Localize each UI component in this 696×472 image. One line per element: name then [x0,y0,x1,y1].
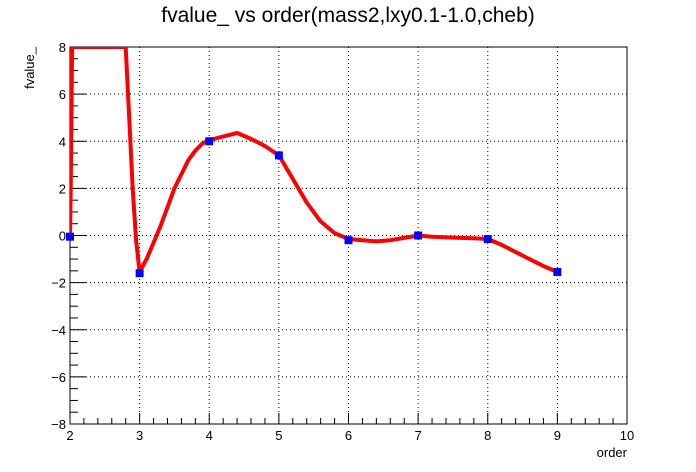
data-point-marker [483,235,492,244]
x-tick-labels: 2 3 4 5 6 7 8 9 10 [66,428,634,443]
x-tick-label: 4 [206,428,213,443]
y-tick-label: 0 [59,229,66,244]
x-tick-label: 6 [345,428,352,443]
y-tick-label: −8 [51,417,66,432]
data-point-marker [274,151,283,160]
grid-lines [70,47,627,424]
x-tick-label: 2 [66,428,73,443]
data-point-marker [205,137,214,146]
data-point-marker [414,231,423,240]
y-tick-label: 4 [59,134,66,149]
y-tick-label: 8 [59,40,66,55]
x-tick-label: 8 [484,428,491,443]
x-tick-label: 5 [275,428,282,443]
chart-title: fvalue_ vs order(mass2,lxy0.1-1.0,cheb) [161,4,535,27]
y-tick-label: −6 [51,370,66,385]
data-point-marker [135,269,144,278]
x-tick-label: 3 [136,428,143,443]
y-tick-labels: −8 −6 −4 −2 0 2 4 6 8 [51,40,66,432]
fit-curve [70,47,560,274]
data-point-marker [66,232,74,241]
x-tick-label: 9 [554,428,561,443]
y-tick-label: −4 [51,323,66,338]
y-tick-label: 6 [59,87,66,102]
x-tick-label: 7 [415,428,422,443]
data-point-marker [344,236,353,245]
x-axis-label: order [597,445,628,460]
y-axis-label: fvalue_ [22,46,37,89]
y-tick-label: −2 [51,276,66,291]
data-series [66,47,562,278]
y-tick-label: 2 [59,181,66,196]
data-point-marker [553,268,562,277]
x-tick-label: 10 [620,428,634,443]
